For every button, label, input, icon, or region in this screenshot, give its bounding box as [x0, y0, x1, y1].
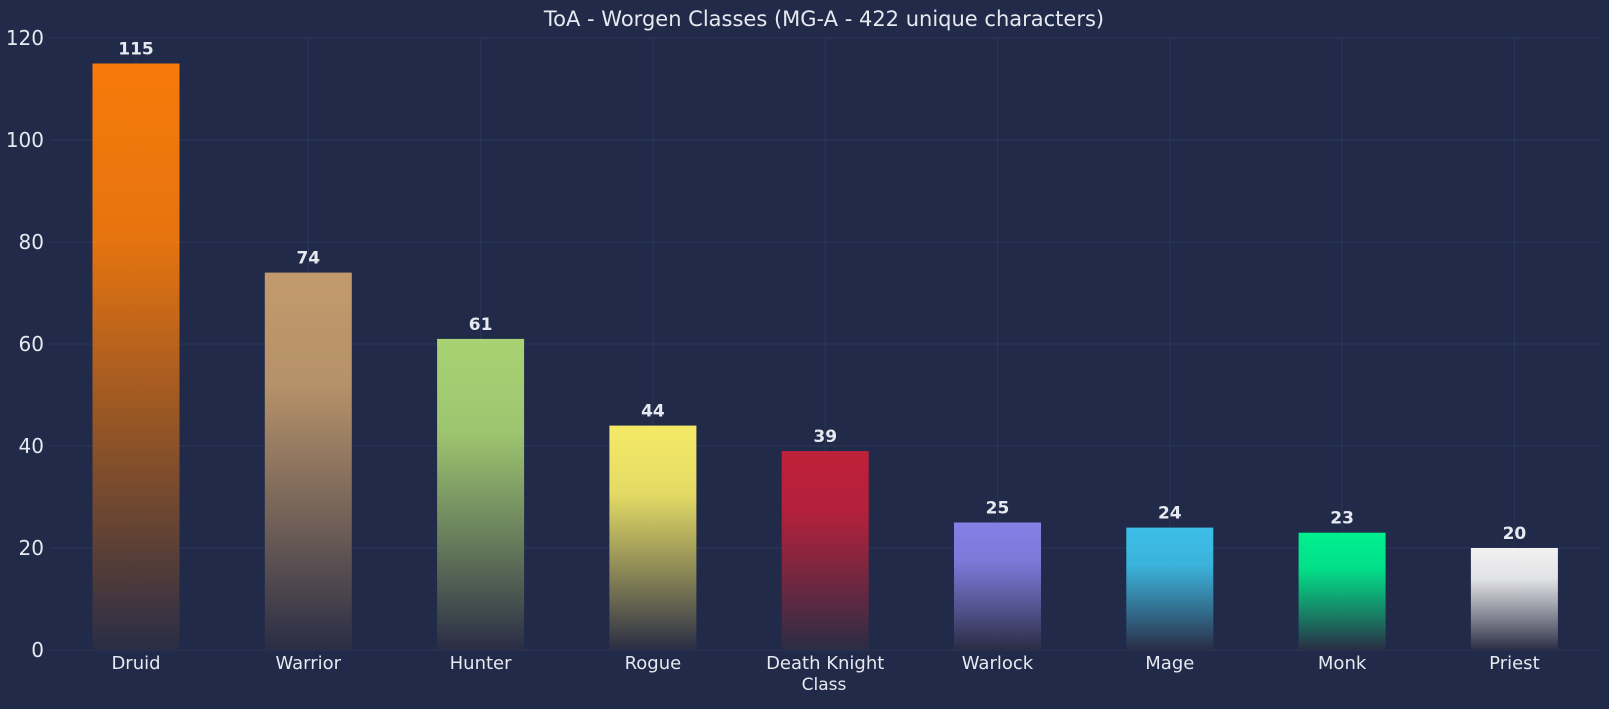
y-tick-label: 20 — [19, 536, 44, 560]
bar-value-label: 24 — [1158, 504, 1182, 524]
y-tick-label: 40 — [19, 434, 44, 458]
bar-hunter — [437, 338, 525, 650]
y-tick-label: 120 — [6, 26, 44, 50]
bar-value-label: 23 — [1330, 509, 1354, 529]
x-tick-label: Death Knight — [766, 653, 884, 674]
bar-value-label: 25 — [986, 499, 1010, 519]
data-labels: 115 74 61 44 39 25 24 23 20 — [118, 40, 1526, 545]
x-tick-label: Mage — [1145, 653, 1194, 674]
x-tick-label: Warrior — [276, 653, 342, 674]
y-tick-label: 80 — [19, 230, 44, 254]
x-axis-title: Class — [802, 675, 847, 695]
bar-monk — [1298, 532, 1386, 650]
x-axis: Druid Warrior Hunter Rogue Death Knight Warlo… — [111, 653, 1539, 674]
bar-value-label: 74 — [296, 249, 320, 269]
x-tick-label: Monk — [1318, 653, 1367, 674]
bar-warrior — [264, 272, 352, 650]
bar-death-knight — [781, 451, 869, 650]
bar-druid — [92, 63, 180, 650]
x-tick-label: Druid — [111, 653, 160, 674]
bar-value-label: 61 — [469, 315, 493, 335]
x-tick-label: Rogue — [625, 653, 682, 674]
bar-value-label: 20 — [1503, 524, 1527, 544]
bar-value-label: 44 — [641, 402, 665, 422]
x-tick-label: Priest — [1489, 653, 1539, 674]
x-tick-label: Warlock — [962, 653, 1034, 674]
chart-title: ToA - Worgen Classes (MG-A - 422 unique … — [543, 7, 1104, 31]
bars — [92, 63, 1558, 650]
y-tick-label: 100 — [6, 128, 44, 152]
bar-warlock — [954, 522, 1041, 650]
bar-mage — [1126, 527, 1214, 650]
x-tick-label: Hunter — [450, 653, 512, 674]
bar-value-label: 39 — [813, 427, 837, 447]
bar-value-label: 115 — [118, 40, 154, 60]
bar-priest — [1470, 548, 1558, 650]
y-tick-label: 60 — [19, 332, 44, 356]
bar-rogue — [609, 425, 697, 650]
y-tick-label: 0 — [31, 638, 44, 662]
y-axis: 0 20 40 60 80 100 120 — [6, 26, 44, 662]
